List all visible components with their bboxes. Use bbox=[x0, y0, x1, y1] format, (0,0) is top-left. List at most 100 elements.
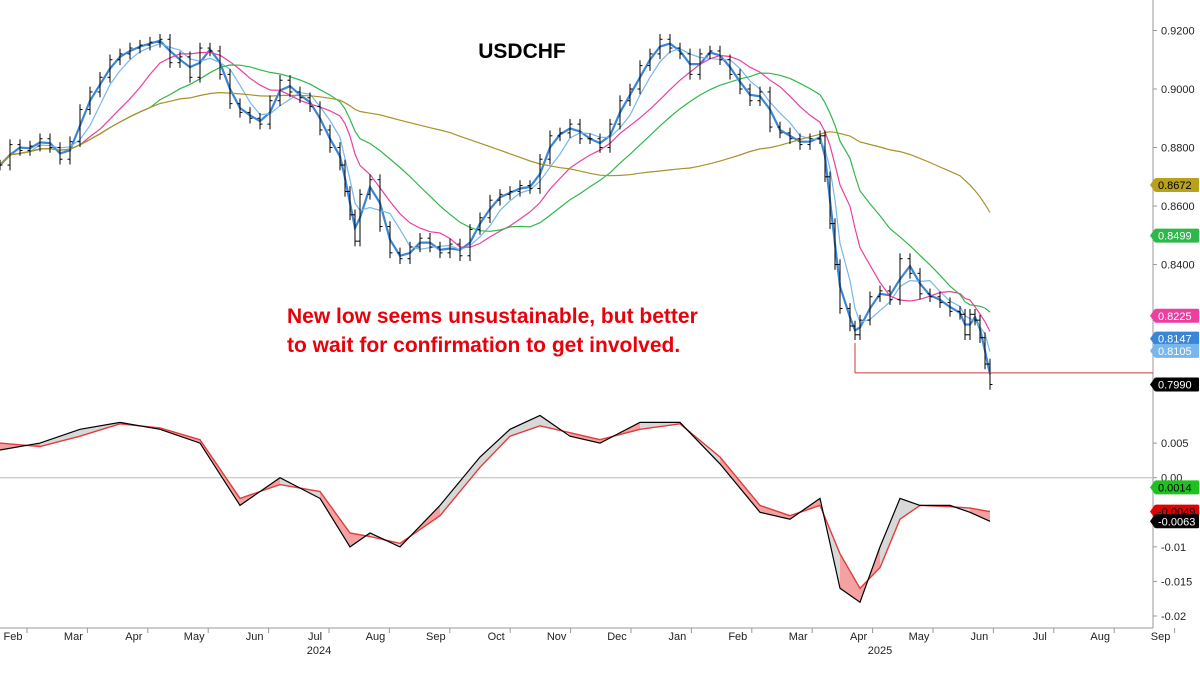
price-tick-label: 0.8600 bbox=[1161, 201, 1195, 213]
price-bar bbox=[437, 241, 443, 259]
price-bar bbox=[407, 241, 413, 264]
macd-fill-segment bbox=[510, 415, 540, 437]
price-y-ticks: 0.9200 0.9000 0.8800 0.8600 0.8400 bbox=[1153, 25, 1195, 272]
price-bar bbox=[832, 218, 838, 270]
price-bar bbox=[177, 51, 183, 68]
macd-tick-label: -0.02 bbox=[1161, 611, 1186, 623]
price-bar bbox=[577, 118, 583, 145]
macd-fill-segment bbox=[720, 456, 760, 513]
price-tick-label: 0.9200 bbox=[1161, 25, 1195, 37]
price-bar bbox=[667, 33, 673, 54]
price-bar bbox=[387, 221, 393, 259]
price-bar bbox=[127, 42, 133, 60]
signal-line bbox=[0, 423, 991, 590]
price-bar bbox=[857, 314, 863, 341]
price-bar bbox=[637, 60, 643, 95]
price-bar bbox=[197, 42, 203, 83]
x-month-label: Nov bbox=[547, 631, 567, 643]
macd-tick-label: -0.01 bbox=[1161, 542, 1186, 554]
x-month-label: May bbox=[184, 631, 205, 643]
svg-text:0.8225: 0.8225 bbox=[1158, 311, 1192, 323]
price-bar bbox=[527, 180, 533, 194]
macd-tick-label: 0.005 bbox=[1161, 438, 1189, 450]
price-bar bbox=[847, 303, 853, 332]
price-bar bbox=[927, 288, 933, 303]
price-bar bbox=[427, 232, 433, 253]
x-ticks: Feb Mar Apr May Jun Jul Aug Sep Oct Nov Dec Jan Feb M… bbox=[4, 628, 1176, 657]
price-bar bbox=[467, 224, 473, 262]
price-bar bbox=[147, 36, 153, 51]
price-bar bbox=[657, 33, 663, 60]
macd-panel bbox=[0, 414, 1153, 604]
x-month-label: Jul bbox=[308, 631, 322, 643]
price-bar bbox=[497, 189, 503, 206]
value-badge: 0.0014 bbox=[1150, 480, 1199, 495]
price-bar bbox=[7, 139, 13, 171]
price-bar bbox=[27, 140, 33, 156]
price-bar bbox=[87, 86, 93, 115]
price-bar bbox=[237, 98, 243, 118]
price-bar bbox=[477, 212, 483, 235]
macd-fill-segment bbox=[440, 456, 480, 516]
svg-text:0.8672: 0.8672 bbox=[1158, 180, 1192, 192]
price-bar bbox=[67, 136, 73, 165]
macd-line bbox=[0, 414, 991, 604]
price-bar bbox=[627, 83, 633, 106]
chart-title: USDCHF bbox=[478, 40, 566, 63]
macd-fill-segment bbox=[40, 429, 80, 447]
price-bar bbox=[537, 153, 543, 194]
svg-text:0.8499: 0.8499 bbox=[1158, 231, 1192, 243]
price-bar bbox=[77, 104, 83, 147]
price-bar bbox=[822, 130, 828, 183]
svg-text:-0.0063: -0.0063 bbox=[1158, 516, 1195, 528]
macd-fill-segment bbox=[320, 491, 350, 547]
price-bar bbox=[277, 74, 283, 106]
price-bar bbox=[347, 186, 353, 221]
price-bar bbox=[877, 285, 883, 303]
price-bar bbox=[47, 133, 53, 153]
x-month-label: Mar bbox=[64, 631, 83, 643]
price-bar bbox=[547, 130, 553, 165]
price-bar bbox=[317, 101, 323, 136]
price-bar bbox=[377, 174, 383, 232]
svg-text:0.8105: 0.8105 bbox=[1158, 346, 1192, 358]
price-bar bbox=[187, 51, 193, 83]
x-month-label: Jun bbox=[971, 631, 989, 643]
macd-fill-segment bbox=[880, 498, 900, 568]
macd-tick-label: -0.015 bbox=[1161, 576, 1192, 588]
x-month-label: Jul bbox=[1033, 631, 1047, 643]
macd-fill-segment bbox=[840, 553, 860, 603]
value-badge: 0.8105 bbox=[1150, 343, 1199, 358]
price-bar bbox=[747, 83, 753, 106]
price-bar bbox=[597, 133, 603, 153]
price-bar bbox=[852, 320, 858, 341]
svg-text:0.0014: 0.0014 bbox=[1158, 482, 1192, 494]
value-badge: 0.8499 bbox=[1150, 228, 1199, 243]
price-bar bbox=[57, 142, 63, 165]
price-bar bbox=[352, 209, 358, 247]
price-bar bbox=[677, 42, 683, 60]
price-bar bbox=[447, 238, 453, 259]
price-bar bbox=[37, 133, 43, 152]
svg-text:0.8147: 0.8147 bbox=[1158, 334, 1192, 346]
price-bar bbox=[397, 247, 403, 264]
svg-text:0.7990: 0.7990 bbox=[1158, 380, 1192, 392]
price-bar bbox=[797, 133, 803, 150]
price-bar bbox=[337, 142, 343, 171]
price-bar bbox=[167, 33, 173, 68]
price-tick-label: 0.9000 bbox=[1161, 84, 1195, 96]
price-bar bbox=[17, 139, 23, 156]
annotation-line-1: New low seems unsustainable, but better bbox=[287, 305, 698, 328]
price-bar bbox=[137, 39, 143, 54]
price-bar bbox=[897, 253, 903, 305]
x-month-label: Mar bbox=[789, 631, 808, 643]
ma-fast2-line bbox=[0, 42, 991, 352]
price-bar bbox=[697, 48, 703, 80]
value-badge: 0.7990 bbox=[1150, 377, 1199, 392]
price-bar bbox=[972, 309, 978, 326]
price-bar bbox=[287, 74, 293, 98]
x-year-label: 2025 bbox=[868, 645, 892, 657]
price-bar bbox=[507, 186, 513, 200]
price-bar bbox=[977, 314, 983, 343]
